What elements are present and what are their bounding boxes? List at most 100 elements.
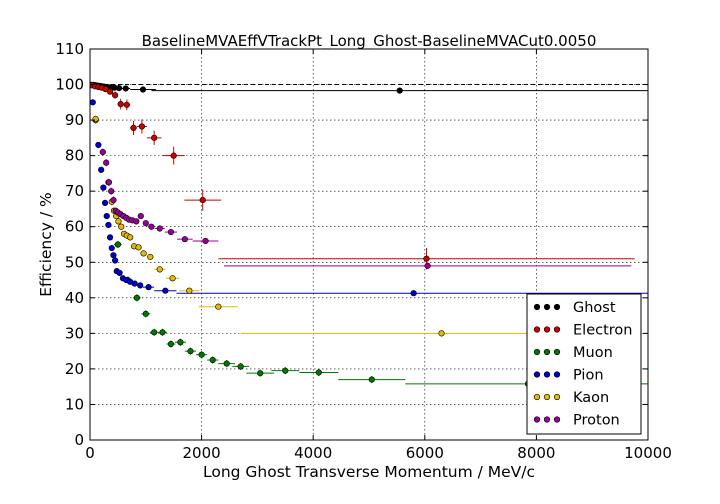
y-tick-label: 0 <box>74 431 84 449</box>
data-point <box>133 294 140 301</box>
data-point <box>368 376 375 383</box>
data-point <box>116 269 123 277</box>
data-point <box>137 282 144 289</box>
data-point <box>103 212 110 220</box>
data-point <box>177 339 184 346</box>
x-tick-label: 4000 <box>294 444 332 462</box>
data-point <box>186 287 193 294</box>
data-point <box>112 257 119 264</box>
legend-label-kaon: Kaon <box>573 390 609 406</box>
series-proton <box>99 148 632 269</box>
data-point <box>187 348 194 355</box>
legend-marker <box>533 371 541 378</box>
y-tick-label: 30 <box>65 324 84 342</box>
y-tick-label: 70 <box>65 182 84 200</box>
data-point <box>198 351 205 358</box>
data-point <box>156 266 163 273</box>
x-tick-label: 0 <box>85 444 95 462</box>
data-point <box>95 141 102 149</box>
data-point <box>110 196 117 204</box>
legend-marker <box>543 348 551 356</box>
data-point <box>139 86 147 93</box>
data-point <box>110 252 117 259</box>
legend-label-proton: Proton <box>573 413 620 429</box>
data-point <box>151 329 158 336</box>
legend: Ghost Electron Muon Pion Kaon Proton <box>526 293 642 435</box>
legend-label-pion: Pion <box>573 368 604 384</box>
data-point <box>127 234 134 241</box>
data-point <box>167 228 175 236</box>
data-point <box>167 340 175 348</box>
legend-marker <box>543 303 551 311</box>
data-point <box>108 188 115 195</box>
data-point <box>142 310 149 317</box>
data-point <box>169 275 176 282</box>
data-point <box>108 244 115 252</box>
data-point <box>101 199 109 207</box>
data-point <box>98 166 105 173</box>
legend-marker <box>553 416 561 423</box>
data-point <box>202 237 209 245</box>
legend-marker <box>553 326 561 333</box>
data-point <box>257 370 264 377</box>
legend-marker <box>533 393 541 401</box>
data-point <box>140 250 147 257</box>
data-point <box>106 88 114 95</box>
data-point <box>148 223 155 230</box>
y-tick-label: 80 <box>65 147 84 165</box>
legend-marker <box>533 416 541 423</box>
legend-label-electron: Electron <box>573 323 632 339</box>
x-tick-label: 10000 <box>624 444 672 462</box>
data-point <box>315 369 322 376</box>
data-point <box>122 85 129 92</box>
legend-marker <box>533 326 541 333</box>
data-point <box>138 123 145 130</box>
data-point <box>215 303 222 310</box>
data-point <box>133 218 140 225</box>
data-layer <box>90 81 648 388</box>
data-point <box>237 363 244 370</box>
legend-marker <box>533 348 541 356</box>
data-point <box>123 101 130 108</box>
data-point <box>131 280 138 287</box>
data-point <box>106 234 114 241</box>
data-point <box>156 225 163 232</box>
x-tick-label: 6000 <box>406 444 444 462</box>
data-point <box>162 287 169 294</box>
legend-marker <box>553 371 561 378</box>
legend-label-muon: Muon <box>573 345 613 361</box>
data-point <box>145 284 152 291</box>
y-tick-label: 10 <box>65 395 84 413</box>
x-axis-title: Long Ghost Transverse Momentum / MeV/c <box>203 463 535 481</box>
plot-frame <box>89 48 649 441</box>
data-point <box>151 134 158 141</box>
data-point <box>209 356 216 364</box>
data-point <box>170 152 177 159</box>
legend-marker <box>553 303 561 311</box>
data-point <box>423 255 430 262</box>
y-axis-title: Efficiency / % <box>37 192 55 296</box>
legend-marker <box>543 371 551 378</box>
data-point <box>396 87 403 94</box>
data-point <box>142 220 149 227</box>
y-tick-label: 50 <box>65 253 84 271</box>
data-point <box>282 367 289 374</box>
legend-marker <box>533 303 541 311</box>
data-point <box>147 253 154 261</box>
x-tick-label: 2000 <box>183 444 221 462</box>
data-point <box>159 329 166 336</box>
data-point <box>115 218 122 225</box>
data-point <box>199 196 206 204</box>
data-point <box>117 100 124 108</box>
legend-marker <box>543 393 551 401</box>
data-point <box>410 290 417 297</box>
legend-box <box>526 293 642 435</box>
series-ghost <box>90 81 648 94</box>
data-point <box>105 221 112 229</box>
data-point <box>92 115 99 123</box>
legend-marker <box>553 393 561 401</box>
data-point <box>103 159 110 166</box>
data-point <box>137 212 144 220</box>
data-point <box>130 124 137 132</box>
data-point <box>135 244 142 251</box>
